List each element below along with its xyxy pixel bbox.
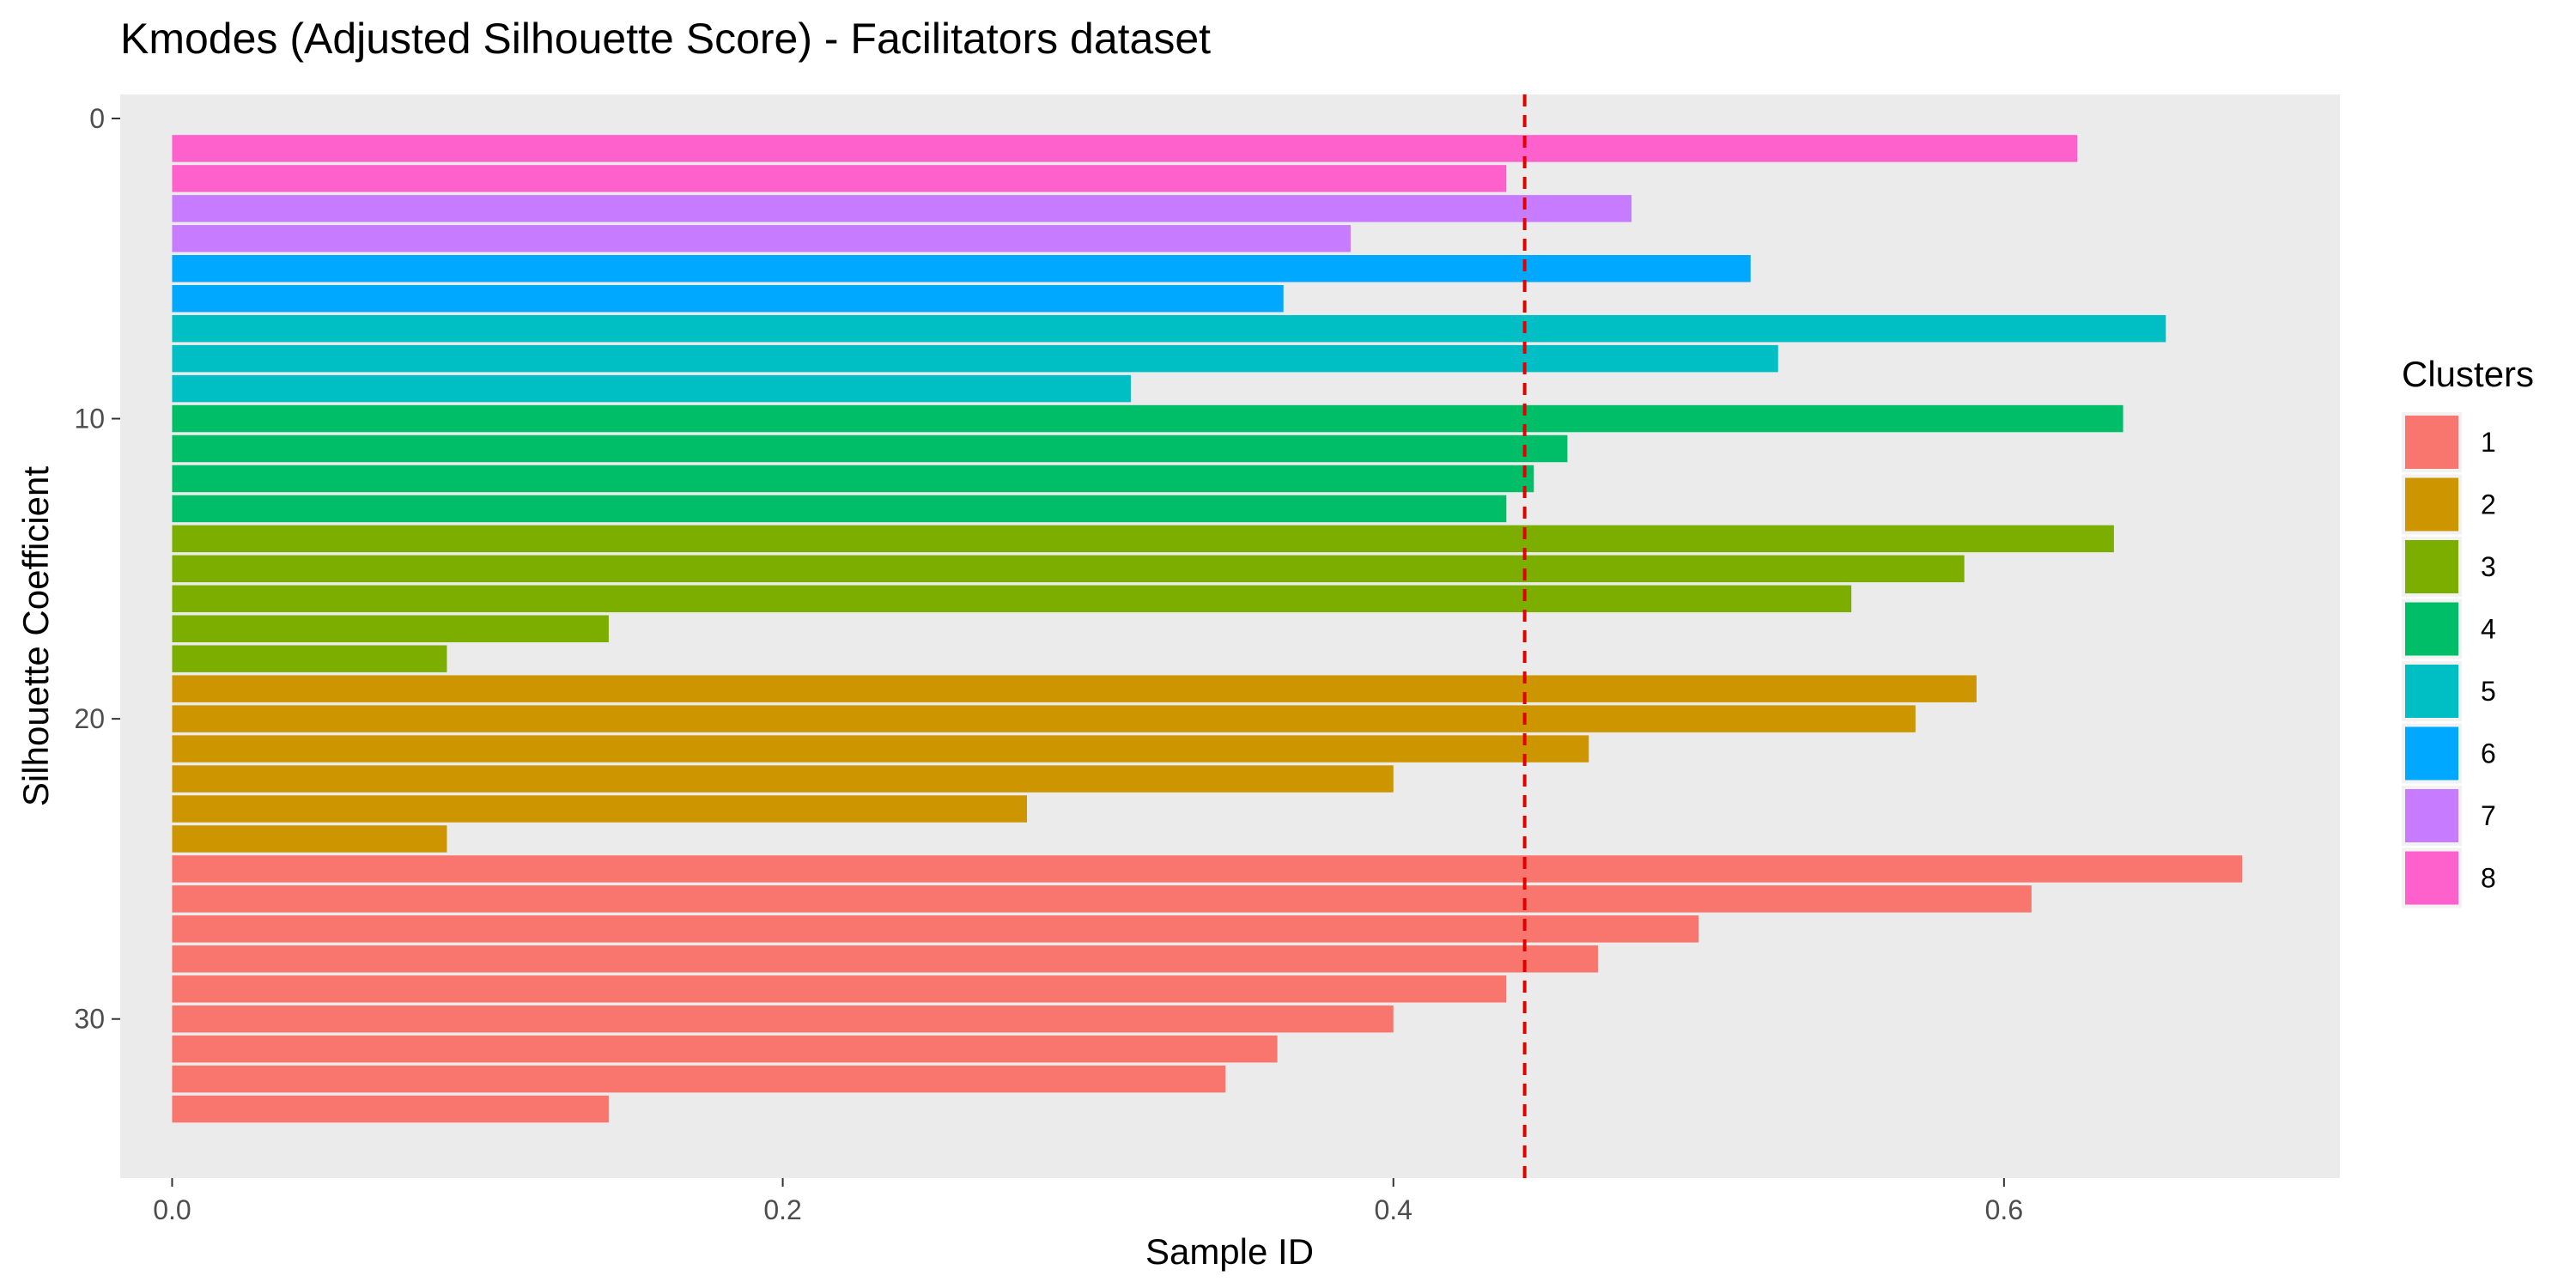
legend-swatch-3 bbox=[2405, 540, 2458, 593]
bars-group bbox=[172, 135, 2243, 1123]
chart-title: Kmodes (Adjusted Silhouette Score) - Fac… bbox=[120, 15, 1211, 63]
x-axis: 0.0 0.2 0.4 0.6 bbox=[153, 1178, 2023, 1225]
legend-label-1: 1 bbox=[2481, 427, 2496, 458]
legend-title: Clusters bbox=[2402, 354, 2534, 394]
legend-label-5: 5 bbox=[2481, 676, 2496, 707]
bar-sample-1 bbox=[172, 135, 2078, 162]
y-tick-label: 10 bbox=[74, 404, 105, 434]
y-tick-label: 20 bbox=[74, 703, 105, 734]
bar-sample-18 bbox=[172, 645, 447, 672]
bar-sample-30 bbox=[172, 1005, 1394, 1033]
bar-sample-28 bbox=[172, 945, 1598, 973]
legend-swatch-6 bbox=[2405, 726, 2458, 781]
legend-entries: 1 2 3 4 5 6 7 8 bbox=[2402, 412, 2496, 908]
bar-sample-20 bbox=[172, 705, 1916, 732]
y-tick-label: 0 bbox=[89, 103, 105, 134]
legend: Clusters 1 2 3 4 5 6 7 8 bbox=[2402, 354, 2534, 908]
bar-sample-31 bbox=[172, 1035, 1278, 1063]
legend-label-4: 4 bbox=[2481, 614, 2496, 645]
bar-sample-25 bbox=[172, 855, 2243, 883]
legend-label-6: 6 bbox=[2481, 738, 2496, 769]
y-axis-title: Silhouette Coefficient bbox=[15, 466, 56, 806]
bar-sample-17 bbox=[172, 615, 609, 642]
legend-swatch-7 bbox=[2405, 789, 2458, 842]
bar-sample-19 bbox=[172, 675, 1977, 702]
bar-sample-15 bbox=[172, 555, 1965, 583]
bar-sample-6 bbox=[172, 284, 1284, 313]
y-tick-label: 30 bbox=[74, 1004, 105, 1035]
x-tick-label: 0.2 bbox=[763, 1194, 801, 1225]
bar-sample-16 bbox=[172, 585, 1852, 613]
legend-swatch-2 bbox=[2405, 477, 2458, 532]
x-tick-label: 0.4 bbox=[1374, 1194, 1412, 1225]
legend-swatch-1 bbox=[2405, 416, 2458, 469]
legend-swatch-5 bbox=[2405, 665, 2458, 718]
legend-label-7: 7 bbox=[2481, 800, 2496, 831]
bar-sample-33 bbox=[172, 1095, 609, 1123]
legend-label-2: 2 bbox=[2481, 489, 2496, 520]
bar-sample-26 bbox=[172, 885, 2032, 913]
bar-sample-27 bbox=[172, 915, 1699, 943]
legend-swatch-4 bbox=[2405, 602, 2458, 656]
x-axis-title: Sample ID bbox=[1145, 1231, 1314, 1272]
bar-sample-3 bbox=[172, 195, 1632, 222]
bar-sample-13 bbox=[172, 495, 1507, 523]
bar-sample-12 bbox=[172, 465, 1534, 493]
bar-sample-4 bbox=[172, 225, 1351, 252]
bar-sample-5 bbox=[172, 255, 1751, 283]
y-axis: 0 10 20 30 bbox=[74, 103, 120, 1035]
bar-sample-29 bbox=[172, 975, 1507, 1003]
bar-sample-11 bbox=[172, 434, 1568, 463]
bar-sample-9 bbox=[172, 374, 1131, 403]
bar-sample-10 bbox=[172, 404, 2123, 433]
bar-sample-23 bbox=[172, 795, 1028, 823]
legend-label-3: 3 bbox=[2481, 551, 2496, 582]
x-tick-label: 0.0 bbox=[153, 1194, 191, 1225]
bar-sample-2 bbox=[172, 165, 1507, 192]
bar-sample-22 bbox=[172, 765, 1394, 793]
x-tick-label: 0.6 bbox=[1985, 1194, 2023, 1225]
bar-sample-32 bbox=[172, 1065, 1226, 1093]
bar-sample-24 bbox=[172, 825, 447, 853]
bar-sample-21 bbox=[172, 735, 1589, 762]
legend-label-8: 8 bbox=[2481, 863, 2496, 894]
bar-sample-8 bbox=[172, 344, 1778, 373]
bar-sample-7 bbox=[172, 314, 2166, 343]
legend-swatch-8 bbox=[2405, 851, 2458, 905]
bar-sample-14 bbox=[172, 525, 2114, 553]
